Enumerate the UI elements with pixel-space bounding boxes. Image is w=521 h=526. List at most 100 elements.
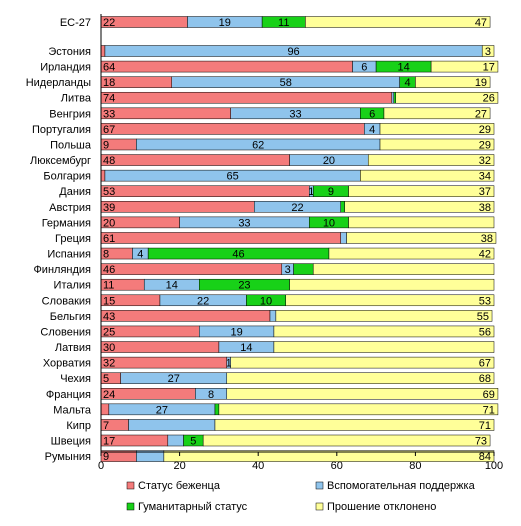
data-label: 65 <box>227 171 239 183</box>
data-label: 26 <box>483 93 495 105</box>
data-label: 14 <box>166 280 178 292</box>
data-label: 55 <box>477 311 489 323</box>
bar-segment <box>167 434 184 447</box>
bar-segment <box>360 169 495 182</box>
x-tick-label: 0 <box>98 460 104 472</box>
bar-segment <box>100 107 231 120</box>
data-label: 3 <box>285 264 291 276</box>
bar-segment <box>415 76 491 88</box>
bar-segment <box>481 45 495 57</box>
data-label: 38 <box>479 202 491 214</box>
bar-segment <box>214 403 220 416</box>
category-label: Австрия <box>49 202 91 214</box>
data-label: 64 <box>103 62 115 74</box>
category-label: Дания <box>59 186 91 198</box>
data-label: 22 <box>291 202 303 214</box>
category-label: Португалия <box>32 124 91 136</box>
category-label: Хорватия <box>43 358 91 370</box>
data-label: 71 <box>479 420 491 432</box>
bar-segment <box>100 263 283 275</box>
data-label: 33 <box>289 108 301 120</box>
data-label: 18 <box>103 77 115 89</box>
data-label: 53 <box>479 295 491 307</box>
data-label: 23 <box>238 280 250 292</box>
bar-segment <box>285 294 495 307</box>
data-label: 48 <box>103 155 115 167</box>
data-label: 24 <box>103 389 115 401</box>
data-label: 4 <box>369 124 375 136</box>
data-label: 61 <box>103 233 115 245</box>
data-label: 15 <box>103 295 115 307</box>
data-label: 10 <box>260 295 272 307</box>
data-label: 42 <box>479 249 491 261</box>
bar-segment <box>100 232 341 244</box>
bar-segment <box>100 169 106 182</box>
legend-swatch <box>126 502 135 511</box>
bar-segment <box>391 91 395 104</box>
x-tick-label: 100 <box>485 460 503 472</box>
category-label: Словакия <box>42 295 91 307</box>
category-label: Нидерланды <box>26 77 91 89</box>
bar-segment <box>218 403 499 416</box>
data-label: 32 <box>479 155 491 167</box>
data-label: 43 <box>103 311 115 323</box>
data-label: 29 <box>479 124 491 136</box>
data-label: 1 <box>308 186 314 198</box>
bar-segment <box>379 123 495 135</box>
data-label: 38 <box>481 233 493 245</box>
legend-label: Вспомогательная поддержка <box>327 480 476 492</box>
bar-segment <box>328 247 495 260</box>
data-label: 56 <box>479 326 491 338</box>
data-label: 74 <box>103 93 115 105</box>
bar-segment <box>100 154 290 166</box>
data-label: 30 <box>103 342 115 354</box>
bar-segment <box>100 403 110 416</box>
data-label: 67 <box>103 124 115 136</box>
category-label: Латвия <box>55 342 91 354</box>
category-label: Франция <box>46 389 91 401</box>
category-label: Ирландия <box>40 62 91 74</box>
legend-swatch <box>126 481 135 490</box>
data-label: 58 <box>280 77 292 89</box>
bar-segment <box>100 45 106 57</box>
data-label: 62 <box>252 139 264 151</box>
category-label: Мальта <box>53 404 92 416</box>
x-tick-label: 40 <box>252 460 264 472</box>
data-label: 19 <box>219 17 231 29</box>
bar-segment <box>163 450 495 462</box>
data-label: 20 <box>103 217 115 229</box>
legend-swatch <box>315 481 324 490</box>
data-label: 8 <box>103 249 109 261</box>
data-label: 47 <box>475 17 487 29</box>
bar-segment <box>226 388 499 400</box>
category-label: Болгария <box>43 171 91 183</box>
category-label: Польша <box>50 139 92 151</box>
legend-swatch <box>315 502 324 511</box>
bar-segment <box>393 91 397 104</box>
data-label: 33 <box>238 217 250 229</box>
bar-segment <box>340 201 345 213</box>
data-label: 73 <box>475 436 487 448</box>
data-label: 8 <box>208 389 214 401</box>
bar-segment <box>383 107 491 120</box>
data-label: 22 <box>103 17 115 29</box>
data-label: 14 <box>240 342 252 354</box>
category-label: Швеция <box>51 436 91 448</box>
data-label: 46 <box>232 249 244 261</box>
bar-segment <box>100 185 310 197</box>
data-label: 27 <box>156 404 168 416</box>
x-tick-label: 80 <box>409 460 421 472</box>
data-label: 3 <box>485 46 491 58</box>
x-tick-label: 60 <box>331 460 343 472</box>
bar-segment <box>348 216 495 229</box>
data-label: 10 <box>323 217 335 229</box>
data-label: 29 <box>479 139 491 151</box>
category-label: Финляндия <box>33 264 91 276</box>
bar-segment <box>100 123 365 135</box>
data-label: 5 <box>190 436 196 448</box>
data-label: 53 <box>103 186 115 198</box>
bar-segment <box>312 263 495 275</box>
data-label: 9 <box>103 451 109 463</box>
